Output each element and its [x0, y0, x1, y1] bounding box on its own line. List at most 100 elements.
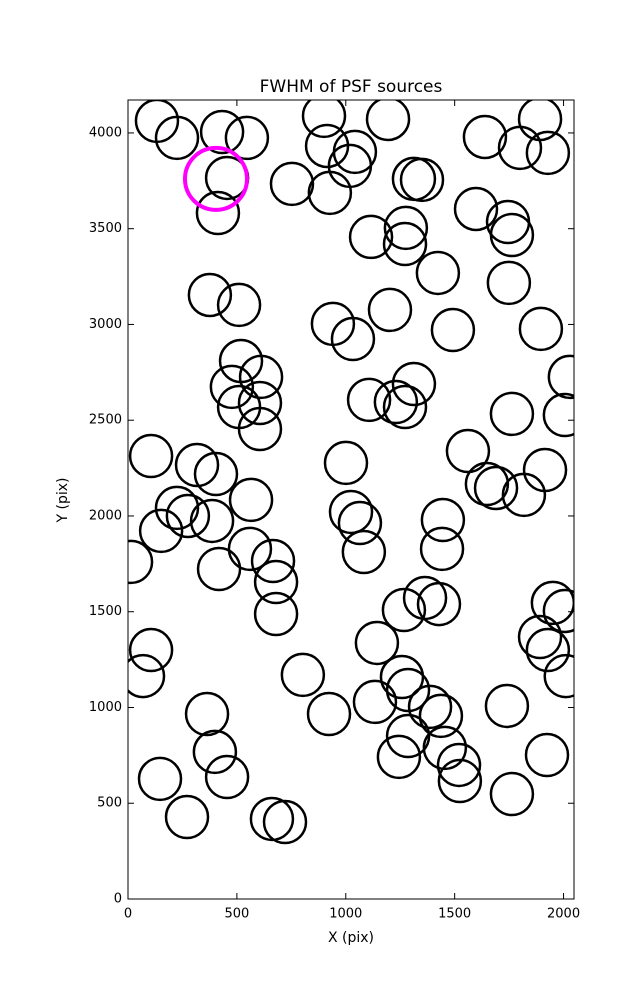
source-marker	[518, 306, 564, 352]
x-tick-label: 2000	[547, 907, 580, 922]
source-marker	[419, 526, 465, 572]
x-tick-label: 1000	[329, 907, 362, 922]
source-marker	[399, 157, 445, 203]
source-marker	[128, 653, 166, 699]
source-marker	[227, 526, 273, 572]
source-marker	[182, 145, 249, 212]
source-marker	[323, 440, 369, 486]
source-marker	[330, 316, 376, 362]
source-marker	[193, 451, 239, 497]
source-marker	[262, 799, 308, 845]
source-marker	[376, 734, 422, 780]
source-marker	[542, 392, 574, 438]
source-marker	[382, 221, 428, 267]
source-marker	[195, 190, 241, 236]
source-marker	[301, 100, 347, 139]
source-marker	[381, 587, 427, 633]
x-tick-label: 1500	[438, 907, 471, 922]
source-marker	[154, 115, 200, 161]
x-axis-label: X (pix)	[328, 930, 374, 946]
plot-frame	[127, 99, 575, 900]
y-tick-label: 1500	[89, 604, 122, 619]
source-marker	[137, 756, 183, 802]
source-marker	[238, 354, 284, 400]
source-marker	[128, 627, 174, 673]
source-marker	[189, 498, 235, 544]
source-marker	[250, 538, 296, 584]
source-marker	[337, 500, 383, 546]
source-marker	[341, 529, 387, 575]
source-marker	[367, 287, 413, 333]
y-tick-label: 2500	[89, 413, 122, 428]
source-marker	[328, 489, 374, 535]
source-marker	[138, 508, 184, 554]
source-marker	[192, 729, 238, 775]
source-marker	[489, 391, 535, 437]
source-marker	[486, 260, 532, 306]
x-tick-label: 0	[124, 907, 132, 922]
source-marker	[391, 361, 437, 407]
source-marker	[228, 477, 274, 523]
source-marker	[489, 212, 535, 258]
y-tick-label: 0	[114, 892, 122, 907]
source-marker	[547, 354, 574, 400]
source-marker	[385, 713, 431, 759]
source-marker	[543, 653, 574, 699]
source-marker	[416, 581, 462, 627]
source-marker	[525, 627, 571, 673]
source-marker	[524, 732, 570, 778]
source-marker	[128, 539, 154, 585]
source-marker	[306, 691, 352, 737]
source-marker	[407, 684, 453, 730]
source-marker	[253, 591, 299, 637]
source-marker	[307, 170, 353, 216]
x-tick-label: 500	[224, 907, 249, 922]
source-marker	[365, 100, 411, 142]
source-marker	[436, 742, 482, 788]
source-marker	[415, 250, 461, 296]
source-marker	[354, 620, 400, 666]
y-tick-label: 3000	[89, 317, 122, 332]
source-marker	[224, 115, 270, 161]
y-axis-label: Y (pix)	[55, 478, 71, 524]
y-tick-label: 2000	[89, 508, 122, 523]
source-marker	[348, 214, 394, 260]
source-marker	[352, 679, 398, 725]
y-tick-label: 500	[97, 796, 122, 811]
source-marker	[464, 461, 510, 507]
source-marker	[199, 109, 245, 155]
source-marker	[383, 205, 429, 251]
source-marker	[445, 428, 491, 474]
source-marker	[196, 546, 242, 592]
source-marker	[453, 186, 499, 232]
source-marker	[418, 693, 464, 739]
source-marker	[437, 758, 483, 804]
source-marker	[473, 465, 519, 511]
source-marker	[269, 161, 315, 207]
source-marker	[204, 754, 250, 800]
source-marker	[422, 725, 468, 771]
source-marker	[522, 447, 568, 493]
source-marker	[237, 380, 283, 426]
source-marker	[174, 442, 220, 488]
source-marker	[484, 683, 530, 729]
y-tick-label: 4000	[89, 125, 122, 140]
source-marker	[489, 771, 535, 817]
source-marker	[517, 100, 563, 142]
source-marker	[237, 406, 283, 452]
y-tick-label: 3500	[89, 221, 122, 236]
source-marker	[165, 493, 211, 539]
source-marker	[184, 691, 230, 737]
source-marker	[253, 559, 299, 605]
source-marker	[373, 379, 419, 425]
source-marker	[462, 114, 508, 160]
source-marker	[525, 130, 571, 176]
source-marker	[154, 485, 200, 531]
source-marker	[346, 377, 392, 423]
source-marker	[385, 667, 431, 713]
source-marker	[542, 588, 574, 634]
source-marker	[209, 364, 255, 410]
source-marker	[382, 384, 428, 430]
source-marker	[164, 794, 210, 840]
chart-title: FWHM of PSF sources	[260, 77, 443, 97]
